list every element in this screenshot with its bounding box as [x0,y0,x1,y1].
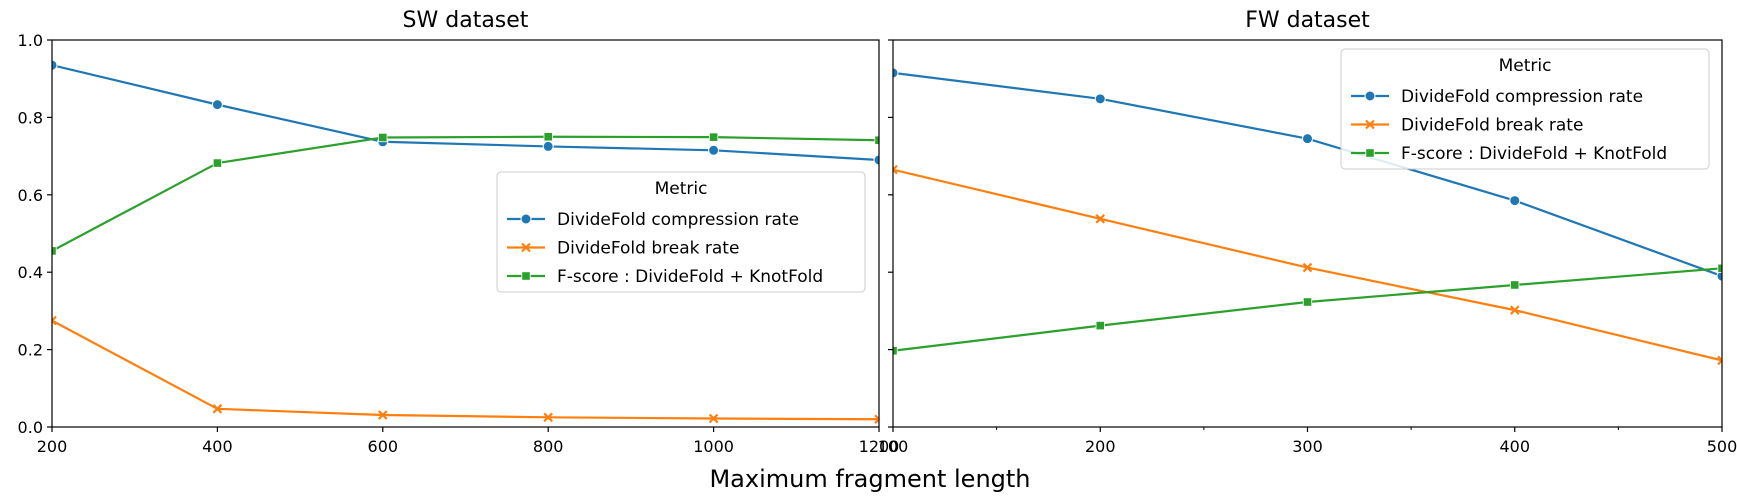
panel-1-series-2-point [52,315,57,326]
panel-2-legend-entry-1-marker [1364,90,1376,102]
panel-1-legend-entry-2-marker [521,242,531,253]
panel-1-series-2 [52,315,879,425]
panel-2-series-2-point [893,164,898,175]
panel-2-series-2-point [1717,355,1722,366]
panel-1-series-1-point [873,154,879,166]
panel-2-series-3 [893,263,1722,356]
panel-1-xtick-label: 200 [37,437,68,456]
panel-2-legend-entry-3-marker [1365,148,1375,158]
panel-1-series-3-point [543,132,553,142]
panel-1-ytick-label: 0.0 [18,418,43,437]
panel-1-series-1-line [52,64,879,162]
figure-x-axis-label: Maximum fragment length [709,465,1030,493]
panel-2-series-2-point [1509,305,1520,315]
panel-1-series-2-point [874,414,879,425]
panel-1-series-1-point [52,59,58,71]
panel-1-legend-entry-3-marker [521,271,531,281]
panel-1-series-2-point [708,413,719,424]
panel-1-ytick-label: 0.6 [18,186,43,205]
panel-1-title: SW dataset [403,8,529,33]
panel-2-legend-entry-3-label: F-score : DivideFold + KnotFold [1401,144,1667,164]
panel-1-series-3-point [212,158,222,168]
panel-2: FW dataset 100 200 300 400 500 Metric DivideFol… [878,8,1737,456]
panel-1-series-2-point [543,412,553,423]
panel-1-series-3-point [52,246,57,256]
panel-2-series-3-point [1302,297,1313,307]
panel-1-xtick-label: 1200 [859,437,900,456]
panel-1-legend-entry-3-label: F-score : DivideFold + KnotFold [557,267,823,287]
panel-2-series-2-point [1302,262,1313,273]
panel-1-legend: Metric DivideFold compression rate DivideF… [496,171,866,293]
panel-1-series-3-point [378,132,388,143]
panel-2-xtick-label: 100 [878,437,909,456]
panel-1-series-3-line [52,135,879,252]
panel-1-legend-title: Metric [655,179,708,199]
panel-2-legend-entry-1-label: DivideFold compression rate [1401,87,1643,107]
panel-2-xtick-label: 200 [1085,437,1116,456]
panel-1-series-2-point [212,404,223,414]
panel-1-legend-box [496,171,866,293]
panel-1-legend-entry-1-label: DivideFold compression rate [557,210,799,230]
panel-2-frame [892,39,1723,428]
panel-2-series-1-point [1509,195,1521,207]
panel-1-series-1-point [708,144,720,156]
panel-2-legend-entry-2-label: DivideFold break rate [1401,116,1583,136]
panel-1-legend-entry-1: DivideFold compression rate [507,210,799,230]
panel-2-series-1-point [1716,270,1722,282]
panel-1-xtick-label: 600 [368,437,399,456]
panel-1-series-3 [52,132,879,256]
panel-2-series-1 [893,67,1722,282]
panel-1-legend-entry-1-marker [520,213,532,225]
panel-1-legend-entry-2: DivideFold break rate [507,239,739,259]
panel-1-legend-entry-2-label: DivideFold break rate [557,239,739,259]
panel-1-frame [51,39,880,428]
panel-2-series-3-line [893,267,1722,352]
panel-2-series-1-point [1302,133,1313,145]
panel-1-series-2-point [378,410,388,420]
panel-1-xtick-label: 800 [533,437,564,456]
panel-1-series-3-point [709,132,719,142]
panel-1-series-2-line [52,319,879,421]
panel-2-legend-entry-2: DivideFold break rate [1351,116,1583,136]
panel-1-ytick-label: 0.8 [18,108,43,127]
panel-2-legend-entry-1: DivideFold compression rate [1351,87,1643,107]
panel-2-xtick-label: 300 [1292,437,1323,456]
panel-2-legend: Metric DivideFold compression rate DivideF… [1340,48,1710,170]
panel-1-xtick-label: 1000 [693,437,734,456]
panel-1-xtick-label: 400 [202,437,233,456]
panel-2-legend-title: Metric [1499,56,1552,76]
panel-1-series-1 [52,59,879,166]
panel-2-series-1-point [1094,93,1106,105]
panel-1-series-1-point [542,140,554,152]
panel-2-series-2-line [893,168,1722,362]
panel-1: SW dataset 0.0 0.2 0.4 0.6 0.8 1.0 200 400 600 800… [18,8,900,456]
panel-2-title: FW dataset [1245,8,1370,33]
panel-2-xtick-label: 400 [1499,437,1530,456]
panel-2-series-3-point [1095,321,1105,331]
panel-1-ytick-label: 1.0 [18,31,43,50]
panel-1-ytick-label: 0.4 [18,263,43,282]
panel-1-ytick-label: 0.2 [18,341,43,360]
panel-1-legend-entry-3: F-score : DivideFold + KnotFold [507,267,823,287]
panel-2-legend-entry-3: F-score : DivideFold + KnotFold [1351,144,1667,164]
panel-2-series-2-point [1095,214,1106,224]
panel-2-series-3-point [1510,280,1520,290]
panel-2-series-3-point [893,346,898,356]
panel-2-xtick-label: 500 [1707,437,1737,456]
panel-2-legend-box [1340,48,1710,170]
panel-2-series-2 [893,164,1722,366]
panel-2-series-3-point [1717,263,1722,273]
panel-2-legend-entry-2-marker [1365,119,1375,130]
panel-1-series-1-point [211,99,223,111]
panel-2-series-1-point [893,67,899,79]
